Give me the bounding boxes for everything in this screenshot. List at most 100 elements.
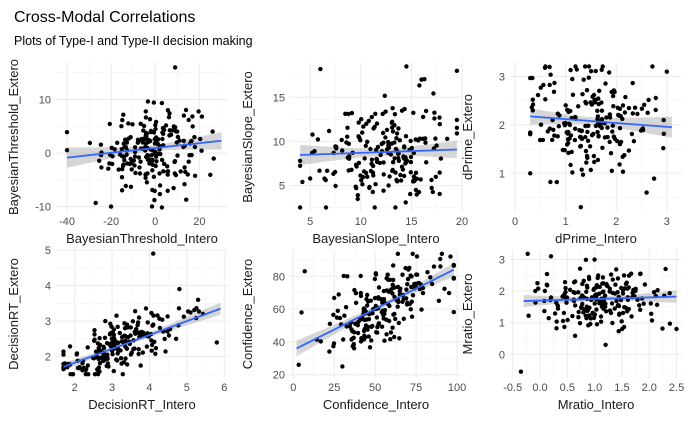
data-point [369, 161, 374, 166]
data-point [136, 347, 141, 352]
data-point [420, 136, 426, 141]
data-point [541, 82, 546, 88]
data-point [144, 131, 149, 137]
data-point [610, 290, 615, 296]
data-point [367, 345, 373, 350]
data-point [397, 336, 402, 341]
data-point [192, 144, 198, 150]
data-point [144, 344, 150, 349]
data-point [586, 64, 592, 69]
data-point [400, 272, 405, 277]
data-point [342, 313, 347, 318]
regression-line [523, 295, 677, 302]
data-point [580, 293, 585, 298]
data-point [211, 156, 216, 161]
data-point [588, 321, 593, 327]
data-point [667, 291, 672, 296]
scatter-panel-4: 2 3 4 5 6 2 3 4 5 DecisionRT_Intero DecisionRT_Ext… [6, 245, 228, 412]
data-point [86, 372, 91, 377]
data-point [543, 97, 548, 102]
data-point [315, 137, 321, 142]
y-tick-label: -10 [35, 202, 51, 214]
data-point [140, 350, 145, 355]
data-point [581, 77, 586, 82]
data-point [610, 320, 615, 326]
data-point [390, 291, 395, 296]
data-point [349, 167, 354, 172]
data-point [355, 330, 361, 336]
data-point [414, 254, 420, 259]
data-point [625, 309, 630, 314]
data-point [423, 108, 429, 114]
data-point [376, 321, 382, 326]
data-point [376, 285, 382, 290]
data-point [391, 263, 396, 268]
data-point [438, 264, 443, 269]
data-point [626, 105, 632, 111]
data-point [159, 205, 165, 210]
data-point [404, 296, 409, 301]
data-point [101, 344, 106, 349]
data-point [661, 117, 666, 123]
data-point [600, 64, 605, 69]
data-point [105, 356, 110, 361]
data-point [418, 177, 423, 182]
data-point [568, 162, 573, 168]
data-point [165, 108, 171, 113]
data-point [594, 307, 599, 312]
data-point [390, 160, 396, 165]
data-point [362, 307, 367, 312]
data-point [570, 170, 575, 175]
data-point [583, 257, 589, 262]
data-point [597, 88, 602, 94]
data-point [617, 142, 623, 147]
data-point [372, 276, 378, 282]
data-point [530, 97, 535, 102]
data-point [150, 323, 155, 328]
data-point [129, 167, 134, 172]
data-point [374, 121, 380, 126]
data-point [119, 188, 125, 193]
data-point [584, 289, 589, 294]
data-point [364, 317, 370, 322]
data-point [554, 326, 559, 331]
data-point [620, 288, 626, 293]
y-axis-title: dPrime_Extero [460, 94, 475, 180]
y-axis-title: BayesianThreshold_Extero [6, 59, 21, 215]
data-point [365, 139, 370, 144]
data-point [152, 339, 157, 344]
data-point [598, 319, 604, 324]
data-point [576, 309, 581, 315]
data-point [642, 102, 647, 108]
data-point [397, 138, 402, 143]
data-point [392, 112, 398, 117]
data-point [132, 309, 138, 314]
data-point [120, 117, 125, 123]
data-point [93, 349, 99, 354]
data-point [159, 157, 165, 163]
data-point [139, 136, 144, 142]
data-point [138, 363, 143, 368]
data-point [396, 126, 401, 131]
data-point [638, 271, 643, 277]
data-point [439, 251, 445, 256]
data-point [610, 129, 615, 134]
data-point [584, 88, 590, 93]
data-point [383, 109, 388, 114]
data-point [590, 310, 595, 315]
data-point [208, 172, 213, 177]
data-point [366, 299, 371, 304]
data-point [632, 105, 638, 110]
data-point [638, 307, 643, 312]
data-point [533, 288, 538, 294]
x-tick-label: 50 [369, 382, 381, 394]
data-point [196, 109, 201, 114]
data-point [563, 285, 568, 291]
data-point [364, 121, 369, 127]
data-point [74, 351, 80, 356]
data-point [446, 290, 452, 296]
data-point [573, 279, 578, 284]
data-point [96, 345, 101, 351]
data-point [567, 287, 573, 292]
data-point [136, 351, 141, 357]
